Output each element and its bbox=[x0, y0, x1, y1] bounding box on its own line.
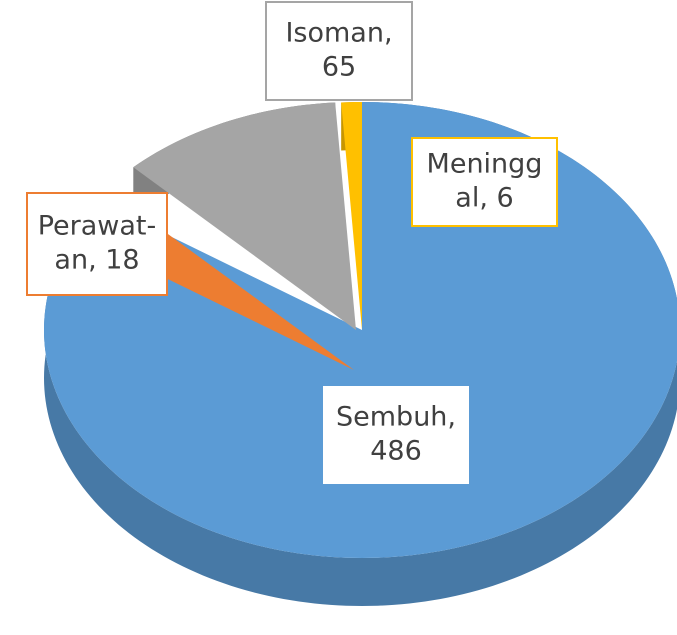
label-box bbox=[321, 384, 471, 486]
data-label: al, 6 bbox=[455, 183, 513, 214]
label-box bbox=[26, 192, 168, 296]
data-label: Sembuh, bbox=[336, 402, 456, 433]
label-box bbox=[265, 1, 413, 101]
label-box bbox=[411, 137, 558, 227]
slice bbox=[133, 102, 356, 330]
data-label: an, 18 bbox=[54, 245, 139, 276]
slice bbox=[341, 102, 362, 330]
data-label: Meningg bbox=[427, 149, 543, 180]
data-label: 65 bbox=[322, 52, 356, 83]
data-label: Isoman, bbox=[285, 18, 392, 49]
data-label: 486 bbox=[370, 436, 422, 467]
data-label: Perawat- bbox=[38, 211, 157, 242]
